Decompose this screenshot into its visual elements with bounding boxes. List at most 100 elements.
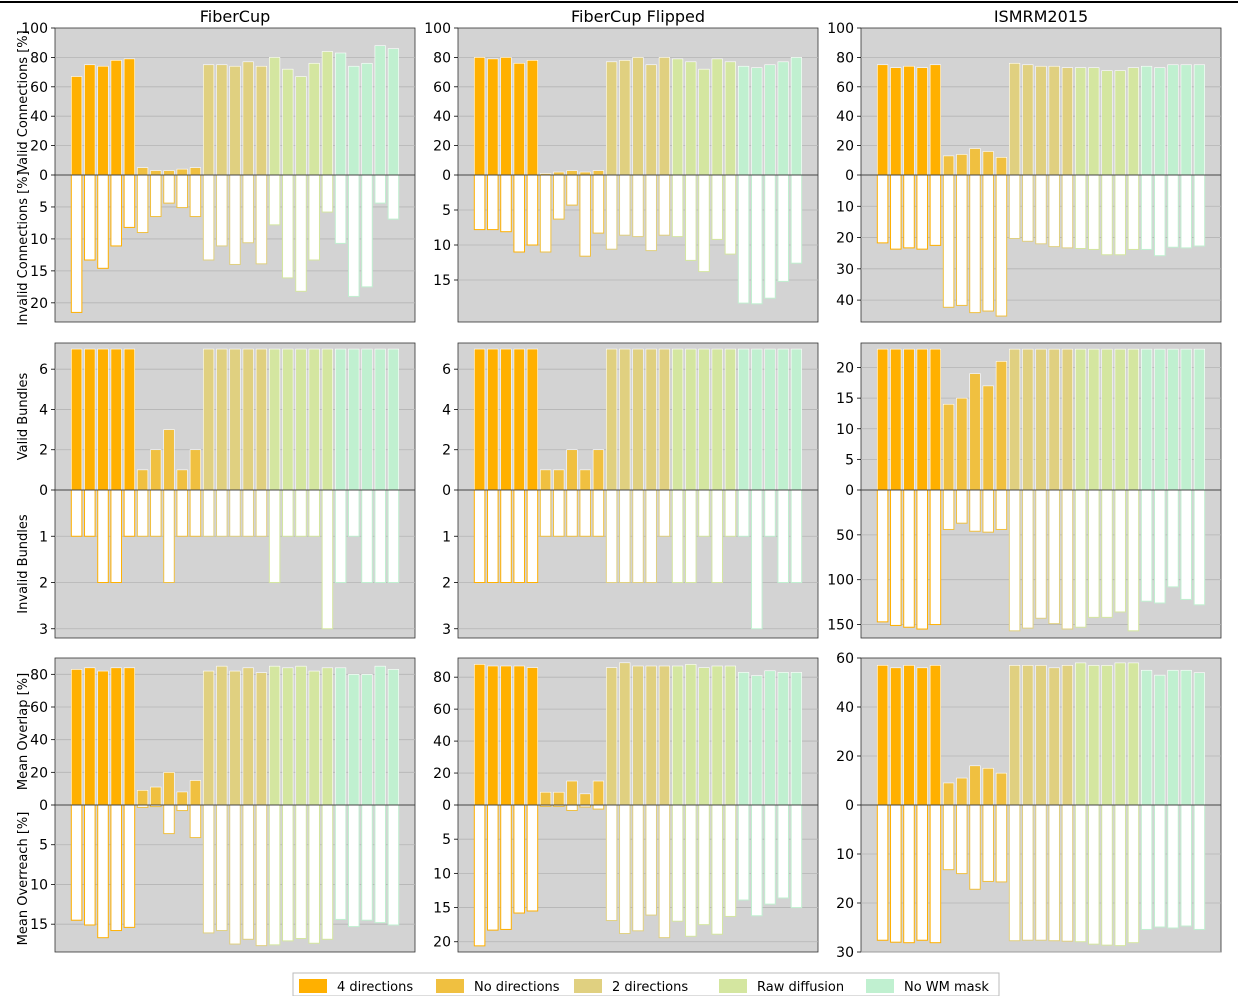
bar-lower <box>969 174 981 314</box>
legend-label: 4 directions <box>337 980 413 995</box>
y-tick-label: 0 <box>845 168 854 184</box>
bar-lower <box>737 489 750 537</box>
bar-lower <box>500 489 512 583</box>
y-tick-label: 0 <box>39 168 48 184</box>
y-tick-label: 80 <box>433 50 451 66</box>
bar-upper <box>335 667 347 806</box>
bar-upper <box>658 665 670 806</box>
bar-upper <box>295 76 307 176</box>
y-tick-label: 15 <box>30 264 48 280</box>
bar-lower <box>579 489 591 537</box>
bar-lower <box>1022 804 1034 941</box>
y-tick-label: 20 <box>836 139 854 155</box>
bar-upper <box>1009 348 1021 491</box>
bar-lower <box>1127 174 1140 250</box>
bar-upper <box>321 348 333 491</box>
bar-upper <box>321 51 333 176</box>
bar-upper <box>903 65 915 176</box>
y-tick-label: 5 <box>39 838 48 854</box>
bar-upper <box>1009 665 1021 806</box>
bar-lower <box>348 489 360 537</box>
bar-lower <box>566 804 578 811</box>
bar-upper <box>308 670 320 806</box>
bar-lower <box>605 489 618 583</box>
bar-lower <box>216 804 228 932</box>
y-tick-label: 3 <box>39 622 48 638</box>
bar-upper <box>903 665 915 806</box>
bar-lower <box>790 804 803 909</box>
bar-upper <box>84 64 96 176</box>
legend-swatch <box>866 979 894 993</box>
bar-upper <box>255 348 267 491</box>
bar-upper <box>71 348 83 491</box>
bar-upper <box>189 167 201 176</box>
bar-lower <box>268 804 281 946</box>
bar-lower <box>645 489 657 583</box>
bar-lower <box>374 804 386 924</box>
bar-upper <box>110 348 122 491</box>
bar-upper <box>295 665 307 806</box>
bar-lower <box>473 804 486 947</box>
bar-upper <box>295 348 307 491</box>
bar-lower <box>334 174 347 244</box>
bar-lower <box>1061 174 1074 249</box>
bar-upper <box>374 348 386 491</box>
bar-upper <box>1048 65 1060 176</box>
y-tick-label: 5 <box>39 200 48 216</box>
bar-lower <box>189 804 202 839</box>
bar-upper <box>982 151 994 176</box>
y-tick-label: 5 <box>442 203 451 219</box>
bar-lower <box>189 489 202 537</box>
bar-lower <box>956 174 968 306</box>
bar-lower <box>1154 489 1166 604</box>
bar-upper <box>150 449 162 491</box>
bar-lower <box>764 489 776 537</box>
y-tick-label: 20 <box>30 765 48 781</box>
bar-upper <box>255 65 267 176</box>
bar-upper <box>877 348 889 491</box>
y-tick-label: 5 <box>845 452 854 468</box>
bar-lower <box>1048 489 1060 625</box>
bar-upper <box>982 767 994 806</box>
bar-upper <box>790 57 802 176</box>
bar-lower <box>1061 804 1074 942</box>
y-tick-label: 2 <box>39 576 48 592</box>
bar-upper <box>916 667 928 806</box>
y-tick-label: 0 <box>39 483 48 499</box>
y-tick-label: 40 <box>836 700 854 716</box>
bar-lower <box>526 489 539 583</box>
bar-upper <box>1127 348 1139 491</box>
bar-upper <box>474 664 486 806</box>
bar-lower <box>619 489 631 583</box>
bar-lower <box>645 804 657 916</box>
bar-upper <box>163 772 175 806</box>
bar-lower <box>685 804 697 937</box>
bar-upper <box>282 667 294 806</box>
bar-upper <box>672 58 684 176</box>
y-tick-label: 80 <box>433 670 451 686</box>
bar-lower <box>1035 489 1047 619</box>
bar-upper <box>995 772 1007 806</box>
bar-upper <box>877 665 889 806</box>
bar-lower <box>1101 174 1113 256</box>
bar-upper <box>269 57 281 176</box>
y-tick-label: 60 <box>836 651 854 667</box>
bar-upper <box>592 449 604 491</box>
bar-lower <box>777 174 789 282</box>
bar-upper <box>229 65 241 176</box>
y-tick-label: 100 <box>827 21 854 37</box>
bar-upper <box>540 791 552 806</box>
bar-upper <box>361 674 373 806</box>
bar-lower <box>1127 804 1140 944</box>
bar-lower <box>242 489 254 537</box>
bar-upper <box>711 665 723 806</box>
y-tick-label: 2 <box>442 576 451 592</box>
bar-upper <box>764 348 776 491</box>
bar-lower <box>982 489 994 533</box>
bar-upper <box>711 348 723 491</box>
y-tick-label: 15 <box>30 917 48 933</box>
bar-lower <box>1180 489 1192 600</box>
bar-lower <box>632 804 644 932</box>
bar-upper <box>943 155 955 176</box>
